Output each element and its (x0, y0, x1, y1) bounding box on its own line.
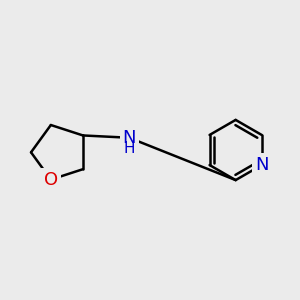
Text: N: N (122, 129, 136, 147)
Text: O: O (44, 171, 58, 189)
Text: N: N (255, 156, 268, 174)
Text: H: H (124, 141, 135, 156)
